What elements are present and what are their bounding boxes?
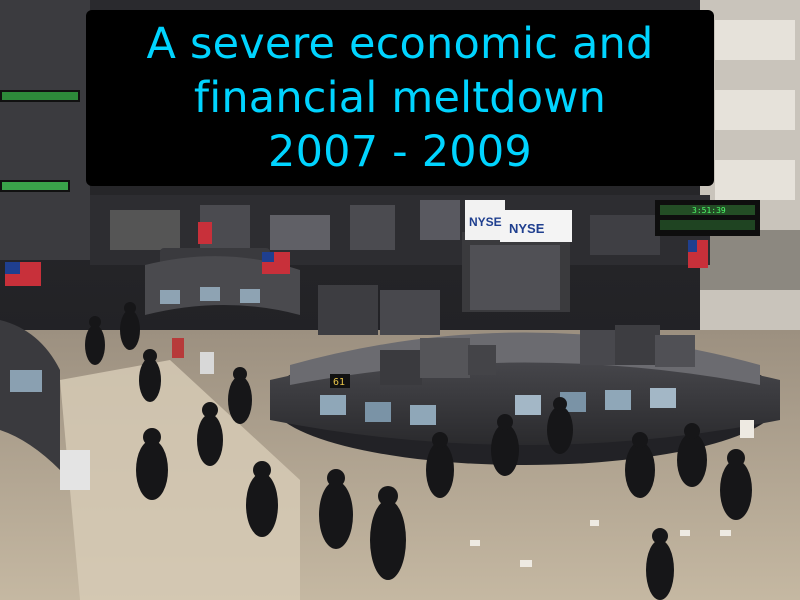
american-flags — [5, 222, 708, 286]
nyse-sign-left: NYSE — [469, 215, 502, 229]
trader-shirts — [60, 338, 214, 490]
left-booth — [145, 256, 300, 315]
traders — [85, 302, 752, 600]
central-booth-tower: NYSE NYSE — [462, 200, 572, 312]
floor-path — [60, 360, 300, 600]
caption-line-3: 2007 - 2009 — [268, 127, 532, 177]
right-wall — [700, 0, 800, 330]
ticker-time: 3:51:39 — [692, 206, 726, 215]
right-ticker-board: 3:51:39 — [655, 200, 760, 236]
floor-paper — [470, 420, 754, 567]
nyse-sign-right: NYSE — [509, 221, 545, 236]
caption-line-2: financial meltdown — [193, 73, 607, 123]
circular-booth: 61 — [270, 285, 780, 465]
left-foreground-booth — [0, 320, 60, 470]
caption-box: A severe economic and financial meltdown… — [86, 10, 714, 186]
caption-line-1: A severe economic and — [146, 19, 654, 69]
booth-number: 61 — [333, 377, 345, 388]
left-wall — [0, 0, 90, 260]
left-ticker-boards — [0, 90, 80, 192]
